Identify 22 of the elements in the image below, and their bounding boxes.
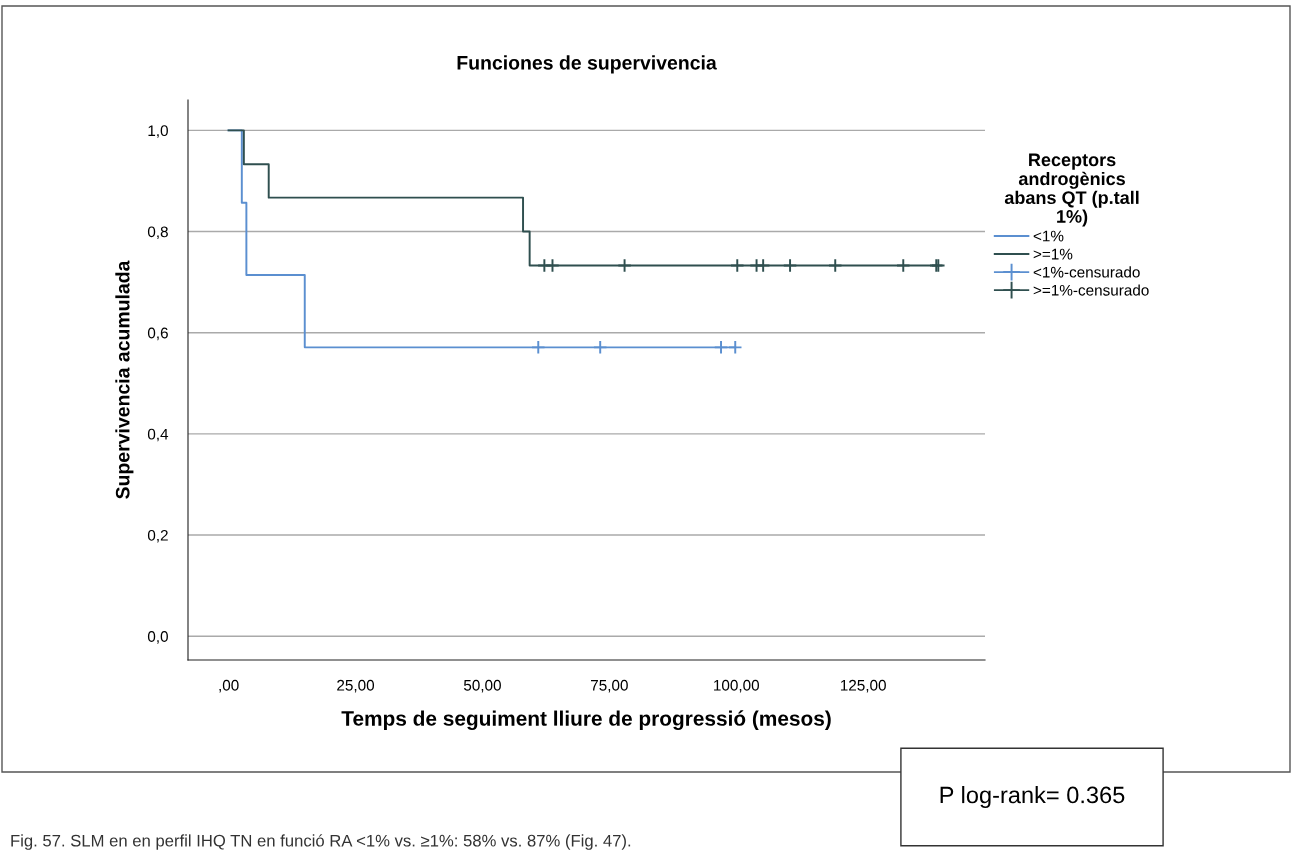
legend-label: >=1%-censurado: [1033, 284, 1149, 296]
chart-title: Funciones de supervivencia: [457, 55, 717, 74]
y-axis-title: Supervivencia acumulada: [115, 260, 134, 499]
y-tick-label: 0,2: [147, 529, 168, 543]
legend-title: Receptors androgènics abans QT (p.tall 1%): [1004, 153, 1139, 227]
x-tick-label: 25,00: [337, 679, 375, 693]
x-axis-title: Temps de seguiment lliure de progressió (mesos): [341, 710, 831, 731]
legend-label: >=1%: [1033, 248, 1073, 260]
x-tick-label: 75,00: [591, 679, 628, 693]
y-tick-label: 1,0: [148, 125, 168, 138]
x-tick-label: 50,00: [463, 679, 501, 693]
y-tick-label: 0,4: [147, 428, 169, 442]
x-tick-label: 100,00: [714, 679, 760, 693]
y-tick-label: 0,0: [147, 631, 168, 644]
legend-label: <1%: [1033, 230, 1064, 242]
x-tick-label: ,00: [219, 679, 239, 693]
legend-label: <1%-censurado: [1033, 266, 1140, 278]
caption: Fig. 57. SLM en en perfil IHQ TN en funció RA <1% vs. ≥1%: 58% vs. 87% (Fig. 47).: [11, 834, 631, 850]
y-tick-label: 0,6: [147, 327, 168, 341]
text: P log-rank= 0.365: [940, 785, 1125, 809]
x-tick-label: 125,00: [840, 679, 886, 693]
y-tick-label: 0,8: [147, 226, 168, 240]
